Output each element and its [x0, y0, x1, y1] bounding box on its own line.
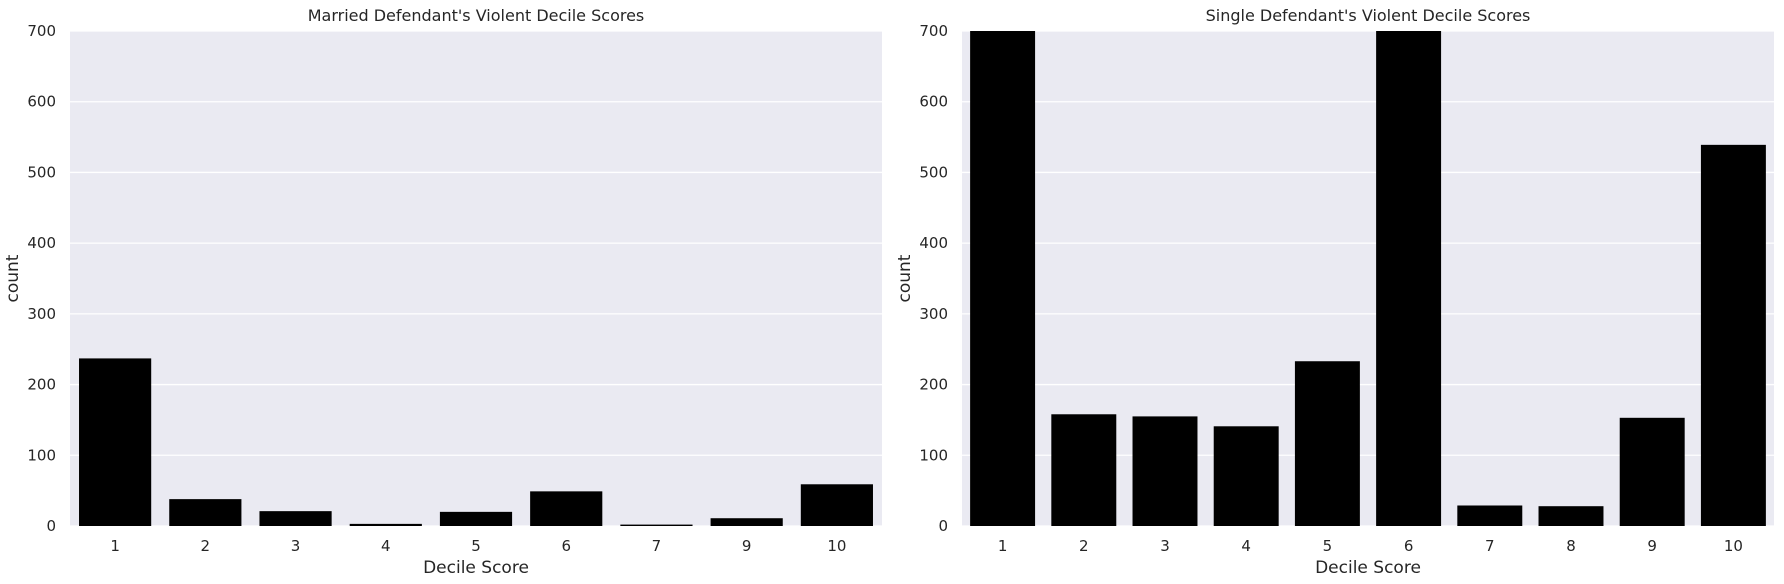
single-y-tick-label: 200 — [919, 376, 948, 394]
single-y-axis: 0 100 200 300 400 500 600 700 — [919, 22, 948, 535]
single-y-axis-label: count — [895, 254, 915, 302]
married-bar-7 — [620, 524, 693, 526]
married-bar-3 — [259, 511, 332, 526]
single-y-tick-label: 0 — [938, 517, 948, 535]
married-bar-2 — [169, 499, 242, 526]
married-x-tick-label: 1 — [110, 537, 120, 555]
single-x-tick-label: 9 — [1647, 537, 1657, 555]
married-bar-4 — [349, 523, 422, 526]
single-bar-7 — [1457, 505, 1523, 526]
single-y-tick-label: 600 — [919, 93, 948, 111]
married-bars — [79, 358, 873, 526]
married-x-tick-label: 6 — [561, 537, 571, 555]
married-plot-area — [70, 31, 882, 526]
married-bar-9 — [710, 518, 783, 526]
married-x-tick-label: 4 — [381, 537, 391, 555]
married-bar-5 — [439, 511, 513, 526]
single-bar-9 — [1619, 417, 1685, 526]
single-x-axis: 1 2 3 4 5 6 7 8 9 10 — [998, 537, 1743, 555]
married-y-tick-label: 100 — [27, 446, 56, 464]
single-y-tick-label: 400 — [919, 234, 948, 252]
married-x-axis: 1 2 3 4 5 6 7 9 10 — [110, 537, 846, 555]
married-x-tick-label: 9 — [742, 537, 752, 555]
married-x-tick-label: 7 — [652, 537, 662, 555]
married-y-axis: 0 100 200 300 400 500 600 700 — [27, 22, 56, 535]
single-x-tick-label: 4 — [1241, 537, 1251, 555]
single-x-tick-label: 7 — [1485, 537, 1495, 555]
married-x-axis-label: Decile Score — [423, 558, 529, 578]
single-bar-5 — [1294, 361, 1360, 526]
married-y-tick-label: 300 — [27, 305, 56, 323]
single-bar-2 — [1051, 414, 1117, 526]
single-bar-6 — [1376, 31, 1442, 526]
single-x-tick-label: 6 — [1404, 537, 1414, 555]
single-x-tick-label: 8 — [1566, 537, 1576, 555]
married-x-tick-label: 2 — [201, 537, 211, 555]
married-y-tick-label: 600 — [27, 93, 56, 111]
single-x-axis-label: Decile Score — [1315, 558, 1421, 578]
single-bar-4 — [1213, 426, 1279, 526]
single-y-tick-label: 700 — [919, 22, 948, 40]
married-x-tick-label: 3 — [291, 537, 301, 555]
single-bar-10 — [1700, 144, 1766, 526]
single-y-tick-label: 100 — [919, 446, 948, 464]
married-y-tick-label: 0 — [46, 517, 56, 535]
married-bar-1 — [79, 358, 152, 526]
single-x-tick-label: 5 — [1323, 537, 1333, 555]
single-x-tick-label: 3 — [1160, 537, 1170, 555]
married-bar-10 — [800, 484, 873, 526]
married-bar-6 — [530, 491, 603, 526]
single-bar-1 — [970, 31, 1036, 526]
single-y-tick-label: 300 — [919, 305, 948, 323]
married-y-tick-label: 500 — [27, 163, 56, 181]
single-x-tick-label: 10 — [1724, 537, 1743, 555]
single-bars — [970, 31, 1766, 526]
single-bar-8 — [1538, 506, 1604, 526]
married-y-axis-label: count — [3, 254, 23, 302]
married-chart: 0 100 200 300 400 500 600 700 1 2 3 4 5 6 7 9 10 Marrie… — [3, 6, 882, 578]
single-y-tick-label: 500 — [919, 163, 948, 181]
married-y-tick-label: 400 — [27, 234, 56, 252]
married-y-tick-label: 700 — [27, 22, 56, 40]
single-bar-3 — [1132, 416, 1198, 526]
married-chart-title: Married Defendant's Violent Decile Score… — [308, 6, 645, 25]
single-chart: 0 100 200 300 400 500 600 700 1 2 3 4 5 6 7 8 9 10 Singl… — [895, 6, 1774, 578]
single-chart-title: Single Defendant's Violent Decile Scores — [1206, 6, 1531, 25]
single-x-tick-label: 1 — [998, 537, 1008, 555]
married-gridlines — [70, 30, 882, 527]
married-x-tick-label: 10 — [827, 537, 846, 555]
married-y-tick-label: 200 — [27, 376, 56, 394]
married-x-tick-label: 5 — [471, 537, 481, 555]
single-x-tick-label: 2 — [1079, 537, 1089, 555]
